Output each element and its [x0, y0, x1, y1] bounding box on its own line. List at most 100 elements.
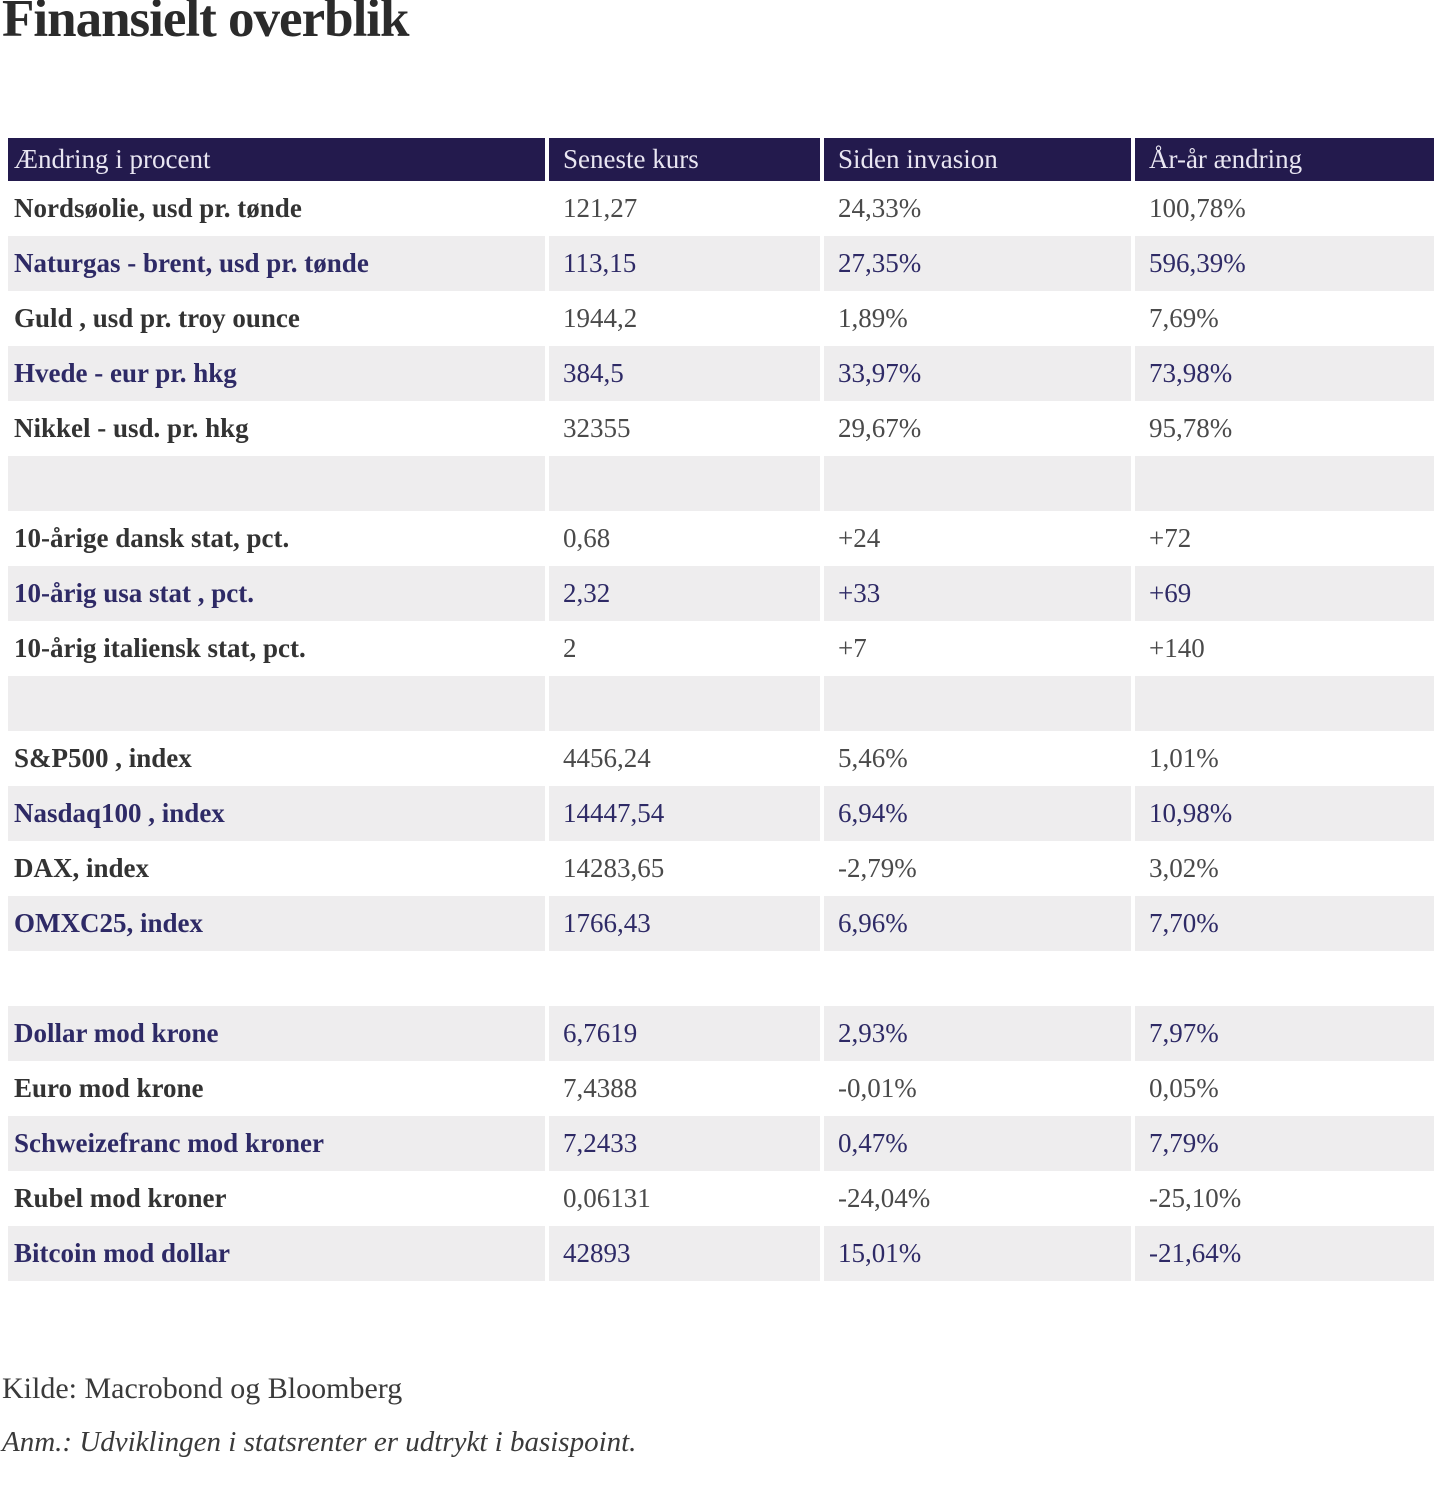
table-header-row: Ændring i procent Seneste kurs Siden inv…	[8, 138, 1434, 181]
since-invasion-value: 5,46%	[824, 731, 1131, 786]
row-label: 10-årig usa stat , pct.	[8, 566, 545, 621]
latest-price-value	[549, 951, 820, 1006]
since-invasion-value	[824, 951, 1131, 1006]
column-header-change-in-percent: Ændring i procent	[8, 138, 545, 181]
row-label: Guld , usd pr. troy ounce	[8, 291, 545, 346]
latest-price-value: 14283,65	[549, 841, 820, 896]
latest-price-value: 384,5	[549, 346, 820, 401]
page-title: Finansielt overblik	[2, 0, 410, 48]
since-invasion-value	[824, 676, 1131, 731]
latest-price-value	[549, 456, 820, 511]
since-invasion-value: +7	[824, 621, 1131, 676]
latest-price-value	[549, 676, 820, 731]
table-row: Euro mod krone 7,4388 -0,01% 0,05%	[8, 1061, 1434, 1116]
table-spacer-row	[8, 456, 1434, 511]
latest-price-value: 113,15	[549, 236, 820, 291]
row-label: DAX, index	[8, 841, 545, 896]
latest-price-value: 4456,24	[549, 731, 820, 786]
yoy-change-value: 7,79%	[1135, 1116, 1434, 1171]
yoy-change-value: 7,70%	[1135, 896, 1434, 951]
table-row: Dollar mod krone 6,7619 2,93% 7,97%	[8, 1006, 1434, 1061]
source-line: Kilde: Macrobond og Bloomberg	[2, 1372, 403, 1405]
table-row: Nasdaq100 , index 14447,54 6,94% 10,98%	[8, 786, 1434, 841]
since-invasion-value: -0,01%	[824, 1061, 1131, 1116]
table-spacer-row	[8, 676, 1434, 731]
latest-price-value: 1766,43	[549, 896, 820, 951]
row-label: Naturgas - brent, usd pr. tønde	[8, 236, 545, 291]
column-header-since-invasion: Siden invasion	[824, 138, 1131, 181]
since-invasion-value: 15,01%	[824, 1226, 1131, 1281]
since-invasion-value: -24,04%	[824, 1171, 1131, 1226]
row-label: Bitcoin mod dollar	[8, 1226, 545, 1281]
yoy-change-value: 100,78%	[1135, 181, 1434, 236]
since-invasion-value: 1,89%	[824, 291, 1131, 346]
table-row: Naturgas - brent, usd pr. tønde 113,15 27,…	[8, 236, 1434, 291]
row-label: Nordsøolie, usd pr. tønde	[8, 181, 545, 236]
table-footer: Kilde: Macrobond og Bloomberg Anm.: Udvi…	[2, 1372, 636, 1459]
table-row: Rubel mod kroner 0,06131 -24,04% -25,10%	[8, 1171, 1434, 1226]
since-invasion-value: 27,35%	[824, 236, 1131, 291]
yoy-change-value: 596,39%	[1135, 236, 1434, 291]
since-invasion-value	[824, 456, 1131, 511]
latest-price-value: 32355	[549, 401, 820, 456]
column-header-yoy-change: År-år ændring	[1135, 138, 1434, 181]
latest-price-value: 14447,54	[549, 786, 820, 841]
yoy-change-value	[1135, 951, 1434, 1006]
table-row: 10-årig italiensk stat, pct. 2 +7 +140	[8, 621, 1434, 676]
latest-price-value: 7,2433	[549, 1116, 820, 1171]
table-row: OMXC25, index 1766,43 6,96% 7,70%	[8, 896, 1434, 951]
latest-price-value: 42893	[549, 1226, 820, 1281]
latest-price-value: 121,27	[549, 181, 820, 236]
latest-price-value: 2,32	[549, 566, 820, 621]
note-line: Anm.: Udviklingen i statsrenter er udtry…	[2, 1425, 637, 1458]
table-row: Bitcoin mod dollar 42893 15,01% -21,64%	[8, 1226, 1434, 1281]
yoy-change-value: +140	[1135, 621, 1434, 676]
row-label: 10-årig italiensk stat, pct.	[8, 621, 545, 676]
row-label: OMXC25, index	[8, 896, 545, 951]
yoy-change-value: 10,98%	[1135, 786, 1434, 841]
yoy-change-value: 95,78%	[1135, 401, 1434, 456]
latest-price-value: 0,68	[549, 511, 820, 566]
row-label	[8, 676, 545, 731]
row-label: Dollar mod krone	[8, 1006, 545, 1061]
since-invasion-value: 6,94%	[824, 786, 1131, 841]
table-body: Nordsøolie, usd pr. tønde 121,27 24,33% 100…	[8, 181, 1434, 1281]
yoy-change-value: +69	[1135, 566, 1434, 621]
since-invasion-value: 6,96%	[824, 896, 1131, 951]
latest-price-value: 7,4388	[549, 1061, 820, 1116]
table-spacer-row	[8, 951, 1434, 1006]
financial-table: Ændring i procent Seneste kurs Siden inv…	[8, 138, 1434, 1281]
since-invasion-value: +24	[824, 511, 1131, 566]
row-label: Nikkel - usd. pr. hkg	[8, 401, 545, 456]
since-invasion-value: 2,93%	[824, 1006, 1131, 1061]
table-row: Nordsøolie, usd pr. tønde 121,27 24,33% 100…	[8, 181, 1434, 236]
row-label: Euro mod krone	[8, 1061, 545, 1116]
row-label	[8, 951, 545, 1006]
latest-price-value: 6,7619	[549, 1006, 820, 1061]
yoy-change-value: 3,02%	[1135, 841, 1434, 896]
since-invasion-value: 0,47%	[824, 1116, 1131, 1171]
since-invasion-value: 29,67%	[824, 401, 1131, 456]
row-label: S&P500 , index	[8, 731, 545, 786]
since-invasion-value: 24,33%	[824, 181, 1131, 236]
yoy-change-value: 7,69%	[1135, 291, 1434, 346]
since-invasion-value: -2,79%	[824, 841, 1131, 896]
yoy-change-value: -21,64%	[1135, 1226, 1434, 1281]
table-row: 10-årig usa stat , pct. 2,32 +33 +69	[8, 566, 1434, 621]
column-header-latest-price: Seneste kurs	[549, 138, 820, 181]
since-invasion-value: +33	[824, 566, 1131, 621]
row-label: Schweizefranc mod kroner	[8, 1116, 545, 1171]
yoy-change-value: 7,97%	[1135, 1006, 1434, 1061]
yoy-change-value: 0,05%	[1135, 1061, 1434, 1116]
row-label: 10-årige dansk stat, pct.	[8, 511, 545, 566]
latest-price-value: 2	[549, 621, 820, 676]
table-row: DAX, index 14283,65 -2,79% 3,02%	[8, 841, 1434, 896]
yoy-change-value: 73,98%	[1135, 346, 1434, 401]
yoy-change-value	[1135, 456, 1434, 511]
table-row: Guld , usd pr. troy ounce 1944,2 1,89% 7,69…	[8, 291, 1434, 346]
since-invasion-value: 33,97%	[824, 346, 1131, 401]
latest-price-value: 0,06131	[549, 1171, 820, 1226]
row-label: Nasdaq100 , index	[8, 786, 545, 841]
yoy-change-value: +72	[1135, 511, 1434, 566]
